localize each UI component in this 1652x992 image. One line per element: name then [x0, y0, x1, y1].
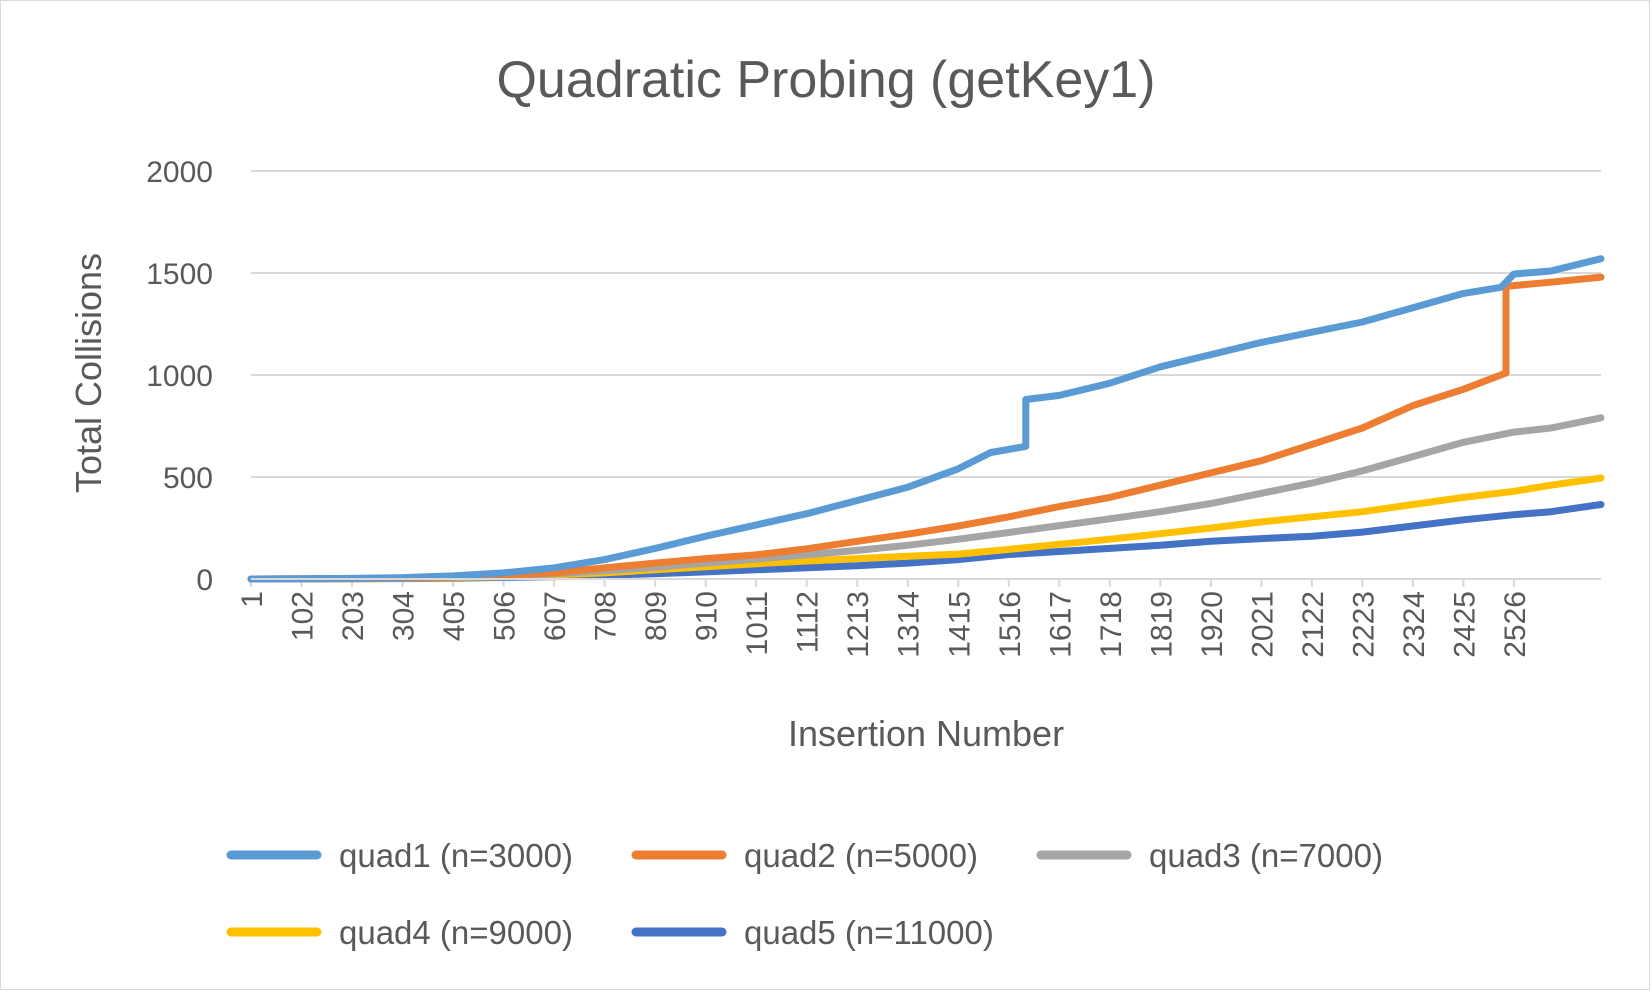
legend-item-quad5: quad5 (n=11000) [631, 914, 994, 951]
x-tick-label: 2223 [1347, 591, 1380, 658]
legend: quad1 (n=3000) quad2 (n=5000) quad3 (n=700… [226, 837, 1383, 951]
x-tick-label: 2122 [1297, 591, 1330, 658]
y-tick-label: 1500 [146, 258, 213, 291]
y-tick-label: 1000 [146, 360, 213, 393]
x-tick-label: 1112 [792, 591, 825, 653]
legend-item-quad2: quad2 (n=5000) [631, 837, 978, 874]
legend-label: quad3 (n=7000) [1149, 837, 1383, 874]
series-line-quad1 [247, 255, 1605, 583]
chart-title: Quadratic Probing (getKey1) [496, 51, 1155, 109]
legend-label: quad2 (n=5000) [744, 837, 978, 874]
x-tick-label: 1617 [1044, 591, 1077, 658]
x-tick-label: 203 [337, 591, 370, 641]
x-tick-label: 910 [691, 591, 724, 641]
y-tick-label: 0 [196, 564, 213, 597]
y-axis-title: Total Collisions [68, 253, 109, 493]
x-tick-label: 1314 [893, 591, 926, 658]
x-tick-label: 1011 [741, 591, 774, 656]
x-tick-label: 607 [539, 591, 572, 641]
x-tick-label: 1718 [1095, 591, 1128, 658]
legend-item-quad1: quad1 (n=3000) [226, 837, 573, 874]
x-tick-label: 2425 [1448, 591, 1481, 658]
x-axis-ticks: 1 102 203 304 405 506 607 708 809 910 1011 1112 1213… [236, 579, 1532, 658]
legend-item-quad3: quad3 (n=7000) [1036, 837, 1383, 874]
x-tick-label: 2324 [1398, 591, 1431, 658]
legend-label: quad4 (n=9000) [339, 914, 573, 951]
legend-label: quad1 (n=3000) [339, 837, 573, 874]
x-tick-label: 1213 [842, 591, 875, 658]
x-tick-label: 506 [489, 591, 522, 641]
x-tick-label: 1 [236, 591, 269, 608]
x-tick-label: 405 [438, 591, 471, 641]
y-axis-ticks: 0 500 1000 1500 2000 [146, 156, 213, 597]
x-axis-title: Insertion Number [788, 713, 1064, 754]
x-tick-label: 2526 [1499, 591, 1532, 658]
gridlines [251, 170, 1601, 478]
series-lines [247, 255, 1605, 583]
x-tick-label: 809 [640, 591, 673, 641]
legend-label: quad5 (n=11000) [744, 914, 994, 951]
x-tick-label: 1920 [1196, 591, 1229, 658]
series-line-quad2 [247, 273, 1605, 583]
y-tick-label: 2000 [146, 156, 213, 189]
y-tick-label: 500 [163, 462, 213, 495]
x-tick-label: 2021 [1246, 591, 1279, 658]
x-tick-label: 1516 [994, 591, 1027, 658]
x-tick-label: 1415 [943, 591, 976, 658]
x-tick-label: 1819 [1145, 591, 1178, 658]
legend-item-quad4: quad4 (n=9000) [226, 914, 573, 951]
x-tick-label: 102 [287, 591, 320, 641]
x-tick-label: 708 [590, 591, 623, 641]
x-tick-label: 304 [388, 591, 421, 641]
